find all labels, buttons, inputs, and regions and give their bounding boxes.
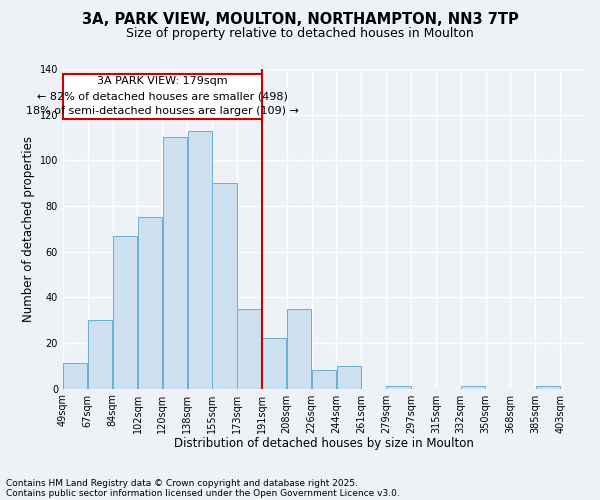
Bar	[163, 138, 187, 388]
Bar	[386, 386, 410, 388]
Bar	[63, 364, 88, 388]
Bar	[262, 338, 286, 388]
Bar	[287, 308, 311, 388]
Bar	[138, 218, 162, 388]
Bar	[312, 370, 336, 388]
Text: 3A PARK VIEW: 179sqm: 3A PARK VIEW: 179sqm	[97, 76, 227, 86]
Text: ← 82% of detached houses are smaller (498): ← 82% of detached houses are smaller (49…	[37, 91, 288, 101]
Bar	[188, 130, 212, 388]
Text: Contains public sector information licensed under the Open Government Licence v3: Contains public sector information licen…	[6, 488, 400, 498]
Text: Size of property relative to detached houses in Moulton: Size of property relative to detached ho…	[126, 28, 474, 40]
Text: Contains HM Land Registry data © Crown copyright and database right 2025.: Contains HM Land Registry data © Crown c…	[6, 478, 358, 488]
Text: 18% of semi-detached houses are larger (109) →: 18% of semi-detached houses are larger (…	[26, 106, 299, 117]
Y-axis label: Number of detached properties: Number of detached properties	[22, 136, 35, 322]
Bar	[237, 308, 262, 388]
Bar	[337, 366, 361, 388]
Bar	[88, 320, 112, 388]
Bar	[461, 386, 485, 388]
Bar	[113, 236, 137, 388]
Bar	[536, 386, 560, 388]
Bar	[63, 74, 262, 119]
Text: 3A, PARK VIEW, MOULTON, NORTHAMPTON, NN3 7TP: 3A, PARK VIEW, MOULTON, NORTHAMPTON, NN3…	[82, 12, 518, 28]
X-axis label: Distribution of detached houses by size in Moulton: Distribution of detached houses by size …	[174, 437, 474, 450]
Bar	[212, 183, 236, 388]
